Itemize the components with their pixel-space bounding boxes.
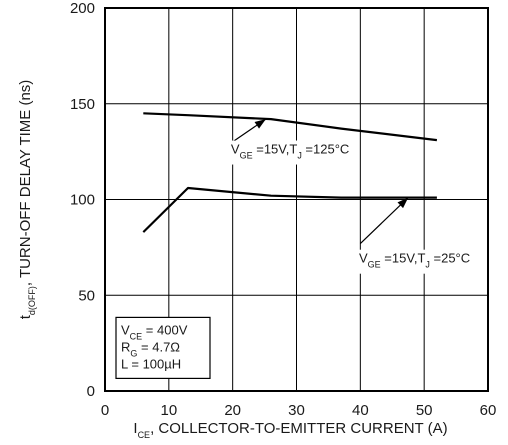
- y-tick-label-2: 100: [70, 192, 95, 209]
- x-tick-label-5: 50: [416, 402, 433, 419]
- y-axis-title: td(OFF), TURN-OFF DELAY TIME (ns): [17, 80, 37, 320]
- annotation-label-tj25: VGE =15V,TJ =25°C: [359, 251, 470, 270]
- annotations: VGE =15V,TJ =125°C VGE =15V,TJ =25°C: [228, 118, 473, 274]
- annotation-backdrop-tj125: [228, 140, 352, 165]
- x-tick-label-6: 60: [480, 402, 497, 419]
- condition-line-2: L = 100µH: [121, 356, 181, 371]
- annotation-arrowhead-tj25: [397, 197, 409, 209]
- y-tick-label-0: 0: [87, 383, 95, 400]
- series-line-0: [143, 112, 438, 142]
- y-tick-label-1: 50: [78, 287, 95, 304]
- annotation-label-tj125: VGE =15V,TJ =125°C: [231, 142, 349, 161]
- x-tick-label-2: 20: [224, 402, 241, 419]
- conditions-box-frame: [115, 316, 211, 379]
- x-tick-label-4: 40: [352, 402, 369, 419]
- annotation-arrowhead-tj125: [254, 119, 266, 129]
- plot-frame: [104, 7, 489, 392]
- x-axis-title: ICE, COLLECTOR-TO-EMITTER CURRENT (A): [133, 420, 447, 440]
- annotation-backdrop-tj25: [357, 249, 473, 274]
- series-line-1: [142, 186, 437, 233]
- x-tick-label-1: 10: [160, 402, 177, 419]
- condition-line-0: VCE = 400V: [121, 322, 188, 341]
- y-tick-label-3: 150: [70, 96, 95, 113]
- condition-line-1: RG = 4.7Ω: [121, 339, 180, 358]
- annotation-leader-tj25: [359, 197, 409, 244]
- tick-labels: 0 10 20 30 40 50 60 0 50 100 150 200: [70, 0, 496, 419]
- series-lines: [142, 112, 438, 233]
- x-tick-label-3: 30: [288, 402, 305, 419]
- x-tick-label-0: 0: [101, 402, 109, 419]
- y-tick-label-4: 200: [70, 0, 95, 17]
